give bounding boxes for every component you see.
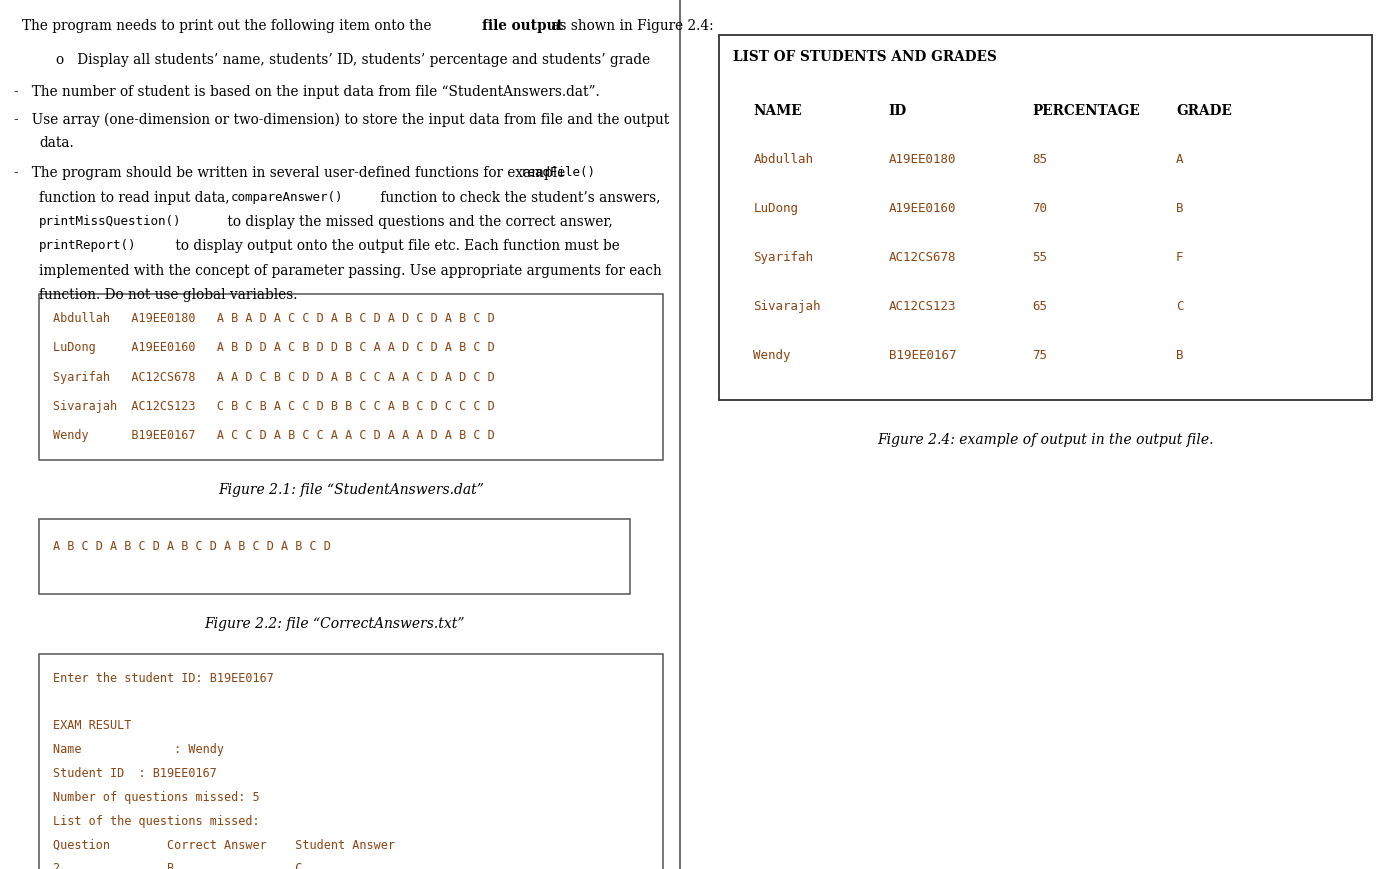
Text: List of the questions missed:: List of the questions missed:: [53, 815, 259, 828]
Text: 75: 75: [1032, 349, 1048, 362]
Text: file output: file output: [482, 19, 563, 33]
Text: Abdullah: Abdullah: [754, 153, 814, 166]
Text: printReport(): printReport(): [39, 240, 137, 253]
Text: ID: ID: [889, 104, 907, 118]
Text: data.: data.: [39, 136, 74, 150]
Text: The program needs to print out the following item onto the: The program needs to print out the follo…: [22, 19, 436, 33]
Text: F: F: [1176, 251, 1184, 264]
Text: to display output onto the output file etc. Each function must be: to display output onto the output file e…: [171, 240, 620, 254]
Text: NAME: NAME: [754, 104, 802, 118]
Text: Student ID  : B19EE0167: Student ID : B19EE0167: [53, 767, 217, 780]
Text: B: B: [1176, 349, 1184, 362]
Text: Figure 2.2: file “CorrectAnswers.txt”: Figure 2.2: file “CorrectAnswers.txt”: [203, 617, 465, 632]
FancyBboxPatch shape: [39, 653, 663, 869]
Text: Wendy: Wendy: [754, 349, 791, 362]
Text: -   The number of student is based on the input data from file “StudentAnswers.d: - The number of student is based on the …: [14, 85, 599, 99]
Text: to display the missed questions and the correct answer,: to display the missed questions and the …: [223, 215, 613, 229]
FancyBboxPatch shape: [719, 35, 1372, 400]
Text: Syarifah   AC12CS678   A A D C B C D D A B C C A A C D A D C D: Syarifah AC12CS678 A A D C B C D D A B C…: [53, 370, 495, 383]
Text: LuDong: LuDong: [754, 202, 798, 216]
Text: AC12CS123: AC12CS123: [889, 300, 956, 313]
Text: AC12CS678: AC12CS678: [889, 251, 956, 264]
Text: Figure 2.1: file “StudentAnswers.dat”: Figure 2.1: file “StudentAnswers.dat”: [219, 483, 483, 497]
Text: B: B: [1176, 202, 1184, 216]
Text: Wendy      B19EE0167   A C C D A B C C A A C D A A A D A B C D: Wendy B19EE0167 A C C D A B C C A A C D …: [53, 429, 495, 442]
Text: as shown in Figure 2.4:: as shown in Figure 2.4:: [547, 19, 715, 33]
Text: 55: 55: [1032, 251, 1048, 264]
Text: LuDong     A19EE0160   A B D D A C B D D B C A A D C D A B C D: LuDong A19EE0160 A B D D A C B D D B C A…: [53, 342, 495, 355]
Text: o   Display all students’ name, students’ ID, students’ percentage and students’: o Display all students’ name, students’ …: [56, 53, 651, 67]
FancyBboxPatch shape: [39, 294, 663, 460]
Text: C: C: [1176, 300, 1184, 313]
Text: GRADE: GRADE: [1176, 104, 1231, 118]
Text: Syarifah: Syarifah: [754, 251, 814, 264]
Text: function. Do not use global variables.: function. Do not use global variables.: [39, 289, 298, 302]
Text: function to read input data,: function to read input data,: [39, 190, 234, 204]
Text: B19EE0167: B19EE0167: [889, 349, 956, 362]
Text: PERCENTAGE: PERCENTAGE: [1032, 104, 1139, 118]
Text: implemented with the concept of parameter passing. Use appropriate arguments for: implemented with the concept of paramete…: [39, 264, 662, 278]
Text: A: A: [1176, 153, 1184, 166]
Text: 70: 70: [1032, 202, 1048, 216]
Text: Sivarajah: Sivarajah: [754, 300, 820, 313]
Text: -   The program should be written in several user-defined functions for example: - The program should be written in sever…: [14, 166, 570, 180]
Text: A19EE0160: A19EE0160: [889, 202, 956, 216]
Text: Question        Correct Answer    Student Answer: Question Correct Answer Student Answer: [53, 839, 396, 852]
Text: A19EE0180: A19EE0180: [889, 153, 956, 166]
Text: Abdullah   A19EE0180   A B A D A C C D A B C D A D C D A B C D: Abdullah A19EE0180 A B A D A C C D A B C…: [53, 312, 495, 325]
Text: 65: 65: [1032, 300, 1048, 313]
Text: printMissQuestion(): printMissQuestion(): [39, 215, 181, 228]
Text: Name             : Wendy: Name : Wendy: [53, 743, 224, 756]
Text: Sivarajah  AC12CS123   C B C B A C C D B B C C A B C D C C C D: Sivarajah AC12CS123 C B C B A C C D B B …: [53, 400, 495, 413]
Text: LIST OF STUDENTS AND GRADES: LIST OF STUDENTS AND GRADES: [733, 50, 996, 64]
Text: 2               B                 C: 2 B C: [53, 862, 302, 869]
Text: function to check the student’s answers,: function to check the student’s answers,: [376, 190, 660, 204]
Text: compareAnswer(): compareAnswer(): [231, 190, 344, 203]
FancyBboxPatch shape: [39, 520, 630, 594]
Text: EXAM RESULT: EXAM RESULT: [53, 720, 131, 733]
Text: 85: 85: [1032, 153, 1048, 166]
Text: Enter the student ID: B19EE0167: Enter the student ID: B19EE0167: [53, 672, 274, 685]
Text: Figure 2.4: example of output in the output file.: Figure 2.4: example of output in the out…: [878, 433, 1213, 447]
Text: -   Use array (one-dimension or two-dimension) to store the input data from file: - Use array (one-dimension or two-dimens…: [14, 113, 669, 127]
Text: readFile(): readFile(): [521, 166, 596, 179]
Text: A B C D A B C D A B C D A B C D A B C D: A B C D A B C D A B C D A B C D A B C D: [53, 540, 330, 553]
Text: Number of questions missed: 5: Number of questions missed: 5: [53, 791, 259, 804]
